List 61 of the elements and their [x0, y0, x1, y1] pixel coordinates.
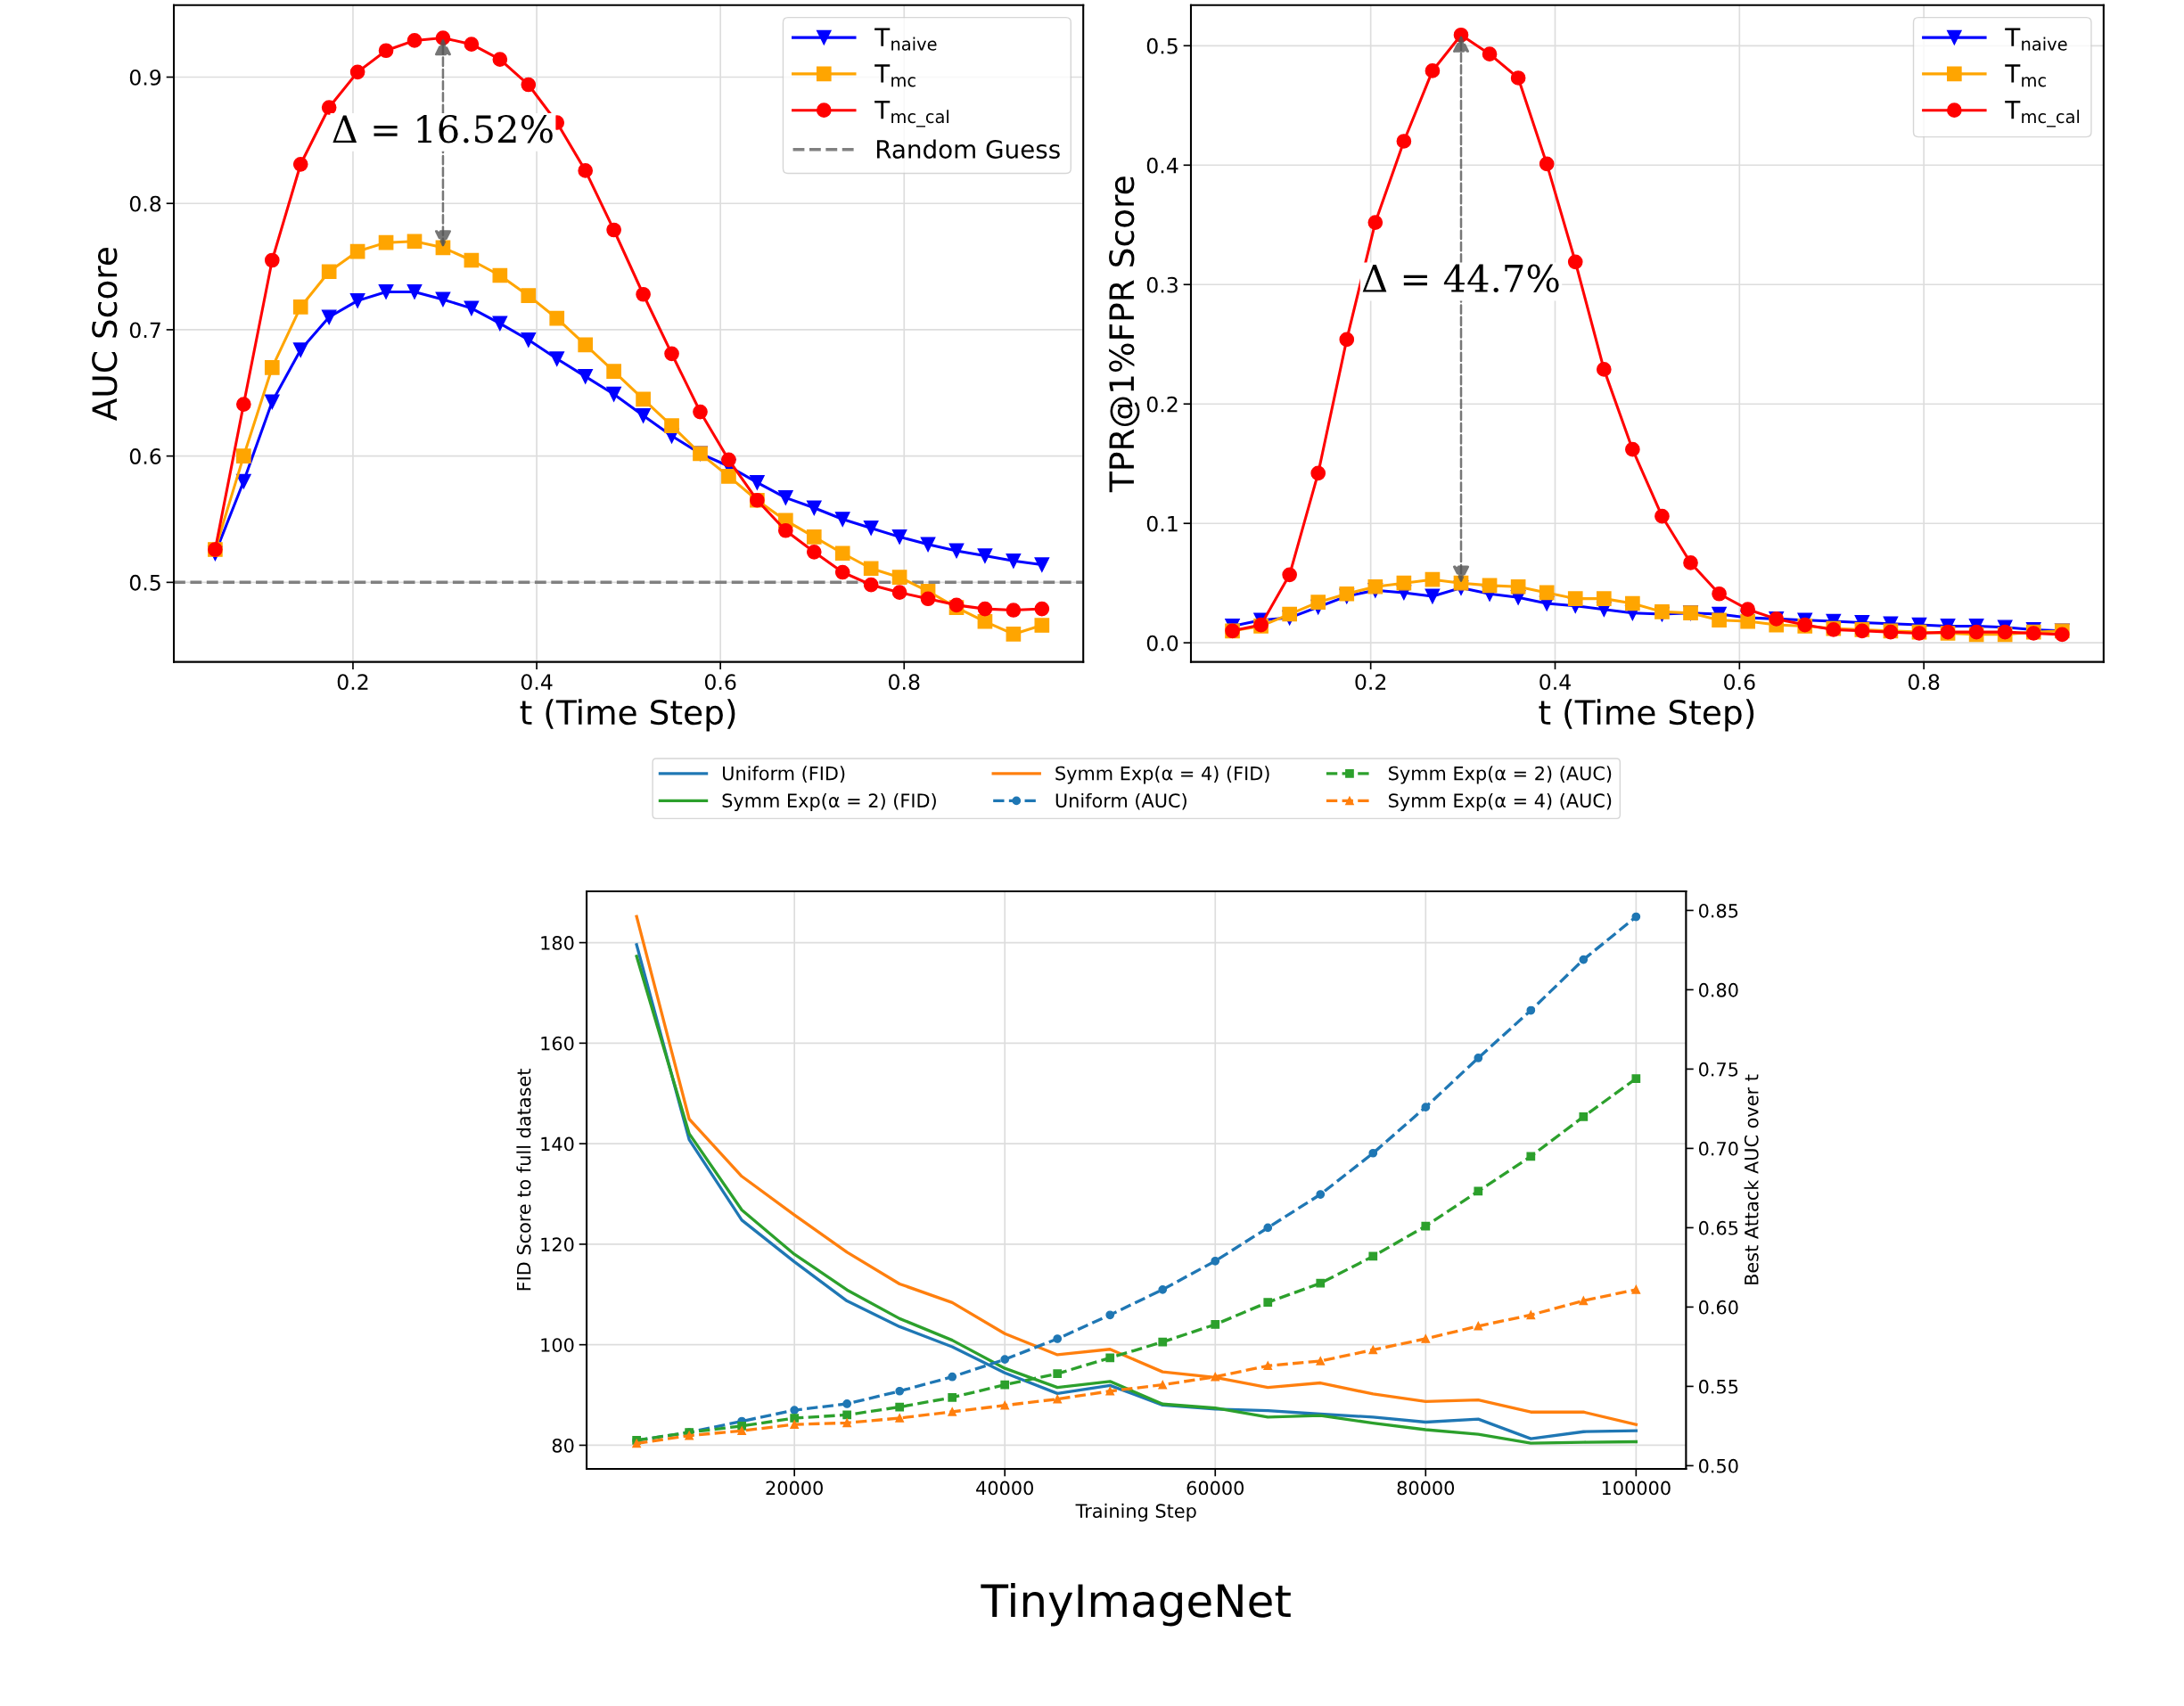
y-axis-title: TPR@1%FPR Score	[1109, 176, 1140, 493]
x-tick-label: 0.2	[337, 674, 368, 691]
y-tick-label: 0.6	[129, 448, 161, 464]
y2-tick-label: 0.75	[1698, 1062, 1738, 1077]
x-tick-label: 0.8	[889, 674, 920, 691]
y-tick-label: 0.0	[1146, 635, 1178, 652]
y-tick-label: 140	[541, 1136, 574, 1152]
x-axis-title: t (Time Step)	[520, 699, 735, 732]
y-tick-label: 180	[541, 936, 574, 950]
y-tick-label: 80	[552, 1438, 574, 1453]
legend-label: Symm Exp(α = 2) (FID)	[722, 792, 936, 812]
y-axis-title: AUC Score	[92, 248, 118, 421]
legend-label: Symm Exp(α = 2) (AUC)	[1389, 766, 1612, 784]
legend-label: T$_{naive}$	[874, 28, 937, 51]
y-tick-label: 0.1	[1146, 515, 1178, 532]
x-tick-label: 0.6	[1724, 674, 1755, 691]
x-axis-title: Training Step	[1075, 1503, 1196, 1522]
legend-label: T$_{mc}$	[2005, 64, 2046, 87]
y-tick-label: 0.2	[1146, 396, 1178, 413]
y2-axis-title: Best Attack AUC over t	[1744, 1074, 1759, 1284]
x-tick-label: 80000	[1397, 1480, 1455, 1496]
y-tick-label: 0.5	[129, 574, 160, 591]
y-tick-label: 0.3	[1146, 276, 1178, 293]
y-tick-label: 0.8	[129, 195, 161, 212]
y-tick-label: 0.7	[129, 322, 160, 339]
y-tick-label: 0.4	[1146, 157, 1178, 174]
y-tick-label: 160	[541, 1036, 574, 1051]
legend-label: T$_{mc}$	[874, 64, 915, 87]
x-tick-label: 0.4	[521, 674, 553, 691]
y-axis-title: FID Score to full dataset	[516, 1069, 531, 1291]
x-tick-label: 0.8	[1908, 674, 1940, 691]
x-tick-label: 0.6	[704, 674, 736, 691]
y-tick-label: 0.9	[129, 69, 161, 86]
x-tick-label: 0.4	[1539, 674, 1571, 691]
x-tick-label: 0.2	[1355, 674, 1386, 691]
y2-tick-label: 0.55	[1698, 1379, 1738, 1394]
x-tick-label: 100000	[1602, 1480, 1671, 1496]
y-tick-label: 0.5	[1146, 37, 1178, 54]
y2-tick-label: 0.85	[1698, 903, 1738, 918]
y2-tick-label: 0.80	[1698, 982, 1738, 997]
text: TinyImageNet	[981, 1583, 1291, 1627]
legend-label: Random Guess	[876, 139, 1060, 159]
legend-label: T$_{naive}$	[2005, 28, 2067, 51]
legend-label: Uniform (FID)	[723, 766, 845, 783]
x-tick-label: 40000	[976, 1480, 1033, 1496]
y2-tick-label: 0.70	[1698, 1141, 1738, 1156]
y2-tick-label: 0.50	[1698, 1458, 1738, 1473]
y-tick-label: 120	[541, 1237, 574, 1252]
legend-label: T$_{mc_cal}$	[2005, 101, 2080, 127]
legend-label: Uniform (AUC)	[1055, 792, 1186, 810]
y2-tick-label: 0.60	[1698, 1300, 1738, 1315]
legend-label: T$_{mc_cal}$	[874, 101, 948, 127]
annotation: Δ = 16.52%	[333, 115, 553, 144]
legend-label: Symm Exp(α = 4) (AUC)	[1389, 792, 1612, 812]
legend-label: Symm Exp(α = 4) (FID)	[1055, 766, 1269, 784]
annotation: Δ = 44.7%	[1362, 264, 1559, 293]
x-tick-label: 20000	[766, 1480, 823, 1496]
y2-tick-label: 0.65	[1698, 1220, 1738, 1235]
x-tick-label: 60000	[1186, 1480, 1244, 1496]
y-tick-label: 100	[541, 1338, 574, 1352]
x-axis-title: t (Time Step)	[1539, 699, 1754, 732]
